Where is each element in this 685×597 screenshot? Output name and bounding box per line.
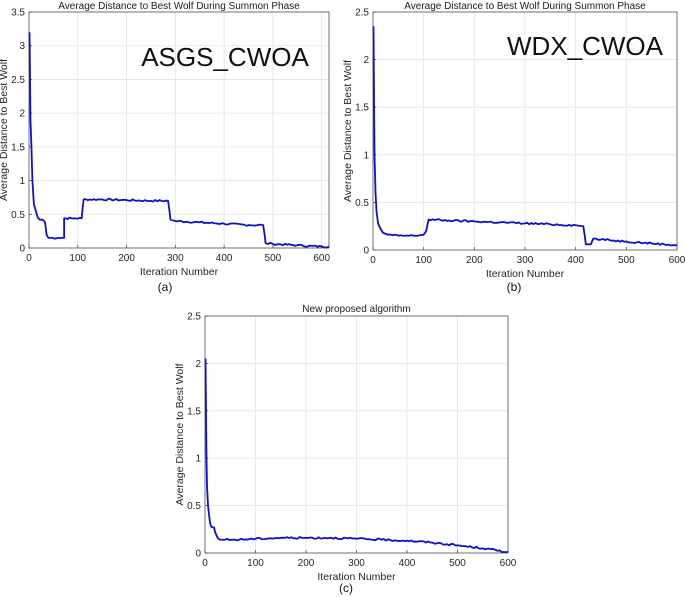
y-tick-label: 0	[195, 549, 201, 560]
y-axis-label: Average Distance to Best Wolf	[342, 60, 354, 202]
x-axis-label: Iteration Number	[140, 266, 219, 278]
y-tick-label: 1.5	[11, 142, 25, 153]
y-tick-label: 1.5	[355, 103, 369, 114]
x-tick-label: 100	[415, 255, 432, 266]
x-tick-label: 500	[449, 558, 466, 569]
y-tick-label: 0	[363, 246, 369, 257]
y-axis-label: Average Distance to Best Wolf	[0, 59, 10, 201]
panel-label: (a)	[158, 280, 173, 294]
x-tick-label: 600	[313, 253, 330, 264]
chart-panel-3: 0 100 200 300 400 500 600 0 0.5 1 1.5 2 2.5 New propo…	[174, 304, 517, 595]
x-tick-label: 500	[265, 253, 282, 264]
y-tick-label: 2.5	[187, 312, 201, 323]
x-tick-label: 600	[669, 255, 685, 266]
x-axis-label: Iteration Number	[317, 571, 396, 583]
plot-area	[29, 12, 329, 248]
series-line	[372, 26, 678, 247]
algorithm-name-label: ASGS_CWOA	[141, 42, 309, 72]
y-tick-label: 0.5	[187, 501, 201, 512]
chart-title: Average Distance to Best Wolf During Sum…	[404, 1, 646, 12]
x-tick-label: 0	[26, 253, 32, 264]
chart-title: New proposed algorithm	[302, 304, 410, 315]
y-tick-label: 2.5	[11, 75, 25, 86]
algorithm-name-label: WDX_CWOA	[507, 31, 664, 61]
y-tick-label: 3.5	[11, 8, 25, 19]
x-tick-label: 400	[399, 558, 416, 569]
x-tick-label: 300	[348, 558, 365, 569]
y-tick-label: 2	[19, 109, 25, 120]
x-tick-label: 100	[69, 253, 86, 264]
x-tick-label: 200	[118, 253, 135, 264]
panel-label: (b)	[507, 280, 522, 294]
chart-panel-2: 0 100 200 300 400 500 600 0 0.5 1 1.5 2 2.5 Average D…	[342, 1, 685, 294]
x-tick-label: 600	[500, 558, 517, 569]
x-tick-label: 300	[517, 255, 534, 266]
y-tick-label: 1	[195, 454, 201, 465]
x-tick-label: 500	[618, 255, 635, 266]
y-tick-label: 0.5	[355, 198, 369, 209]
y-tick-label: 0.5	[11, 210, 25, 221]
panel-label: (c)	[339, 581, 353, 595]
y-axis-label: Average Distance to Best Wolf	[174, 363, 186, 505]
axes-frame	[28, 11, 330, 249]
y-tick-label: 0	[19, 244, 25, 255]
x-tick-label: 0	[370, 255, 376, 266]
y-tick-label: 2	[363, 55, 369, 66]
chart-panel-1: 0 100 200 300 400 500 600 0 0.5 1 1.5 2 2.5 3 3.5 Avera…	[0, 1, 330, 294]
x-tick-label: 0	[202, 558, 208, 569]
x-tick-label: 200	[466, 255, 483, 266]
x-tick-label: 400	[567, 255, 584, 266]
x-axis-label: Iteration Number	[486, 268, 565, 280]
x-tick-label: 100	[247, 558, 264, 569]
chart-title: Average Distance to Best Wolf During Sum…	[58, 1, 300, 12]
series-line	[28, 32, 330, 249]
x-tick-label: 400	[216, 253, 233, 264]
y-tick-label: 1	[363, 150, 369, 161]
y-tick-label: 1.5	[187, 406, 201, 417]
x-tick-label: 200	[298, 558, 315, 569]
y-tick-label: 1	[19, 176, 25, 187]
y-tick-label: 2.5	[355, 8, 369, 19]
y-tick-label: 3	[19, 41, 25, 52]
y-tick-label: 2	[195, 359, 201, 370]
series-line	[204, 358, 509, 554]
x-tick-label: 300	[167, 253, 184, 264]
